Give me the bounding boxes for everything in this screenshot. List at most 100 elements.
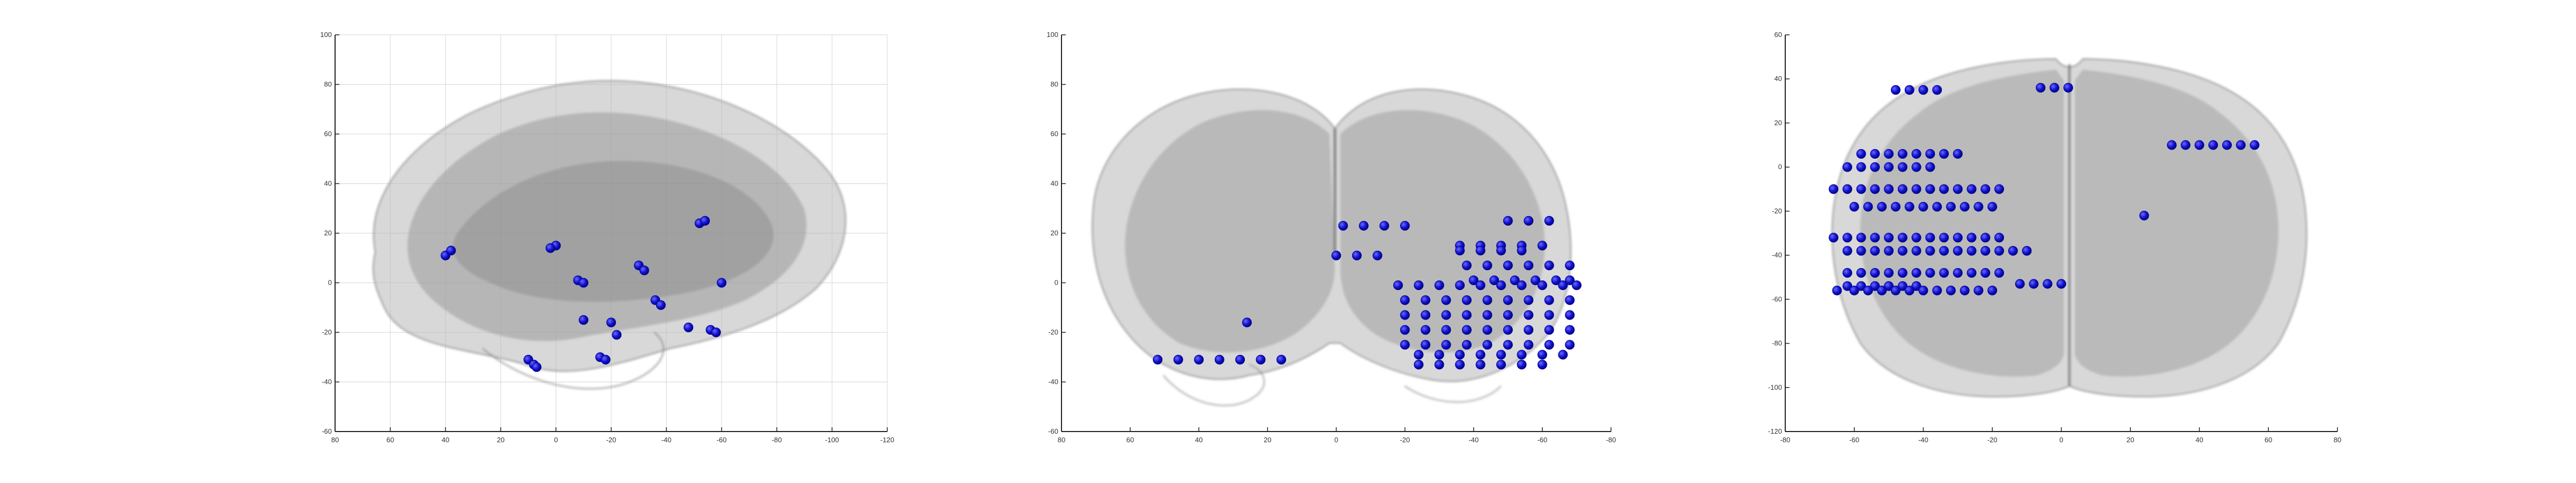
electrode-point [1959, 285, 1970, 295]
electrode-point [1421, 310, 1431, 320]
electrode-point [1946, 202, 1956, 212]
electrode-point [1441, 295, 1451, 305]
x-tick-label: -20 [606, 436, 617, 444]
y-tick-label: -60 [322, 427, 332, 435]
electrode-point [1925, 246, 1935, 256]
electrode-point [1856, 184, 1866, 194]
electrode-point [1461, 261, 1472, 271]
electrode-point [1475, 280, 1486, 291]
y-tick-label: -60 [1772, 295, 1782, 303]
x-tick-label: 60 [387, 436, 394, 444]
electrode-point [1829, 184, 1839, 194]
electrode-point [1461, 310, 1472, 320]
electrode-point [1482, 310, 1493, 320]
electrode-point [1544, 216, 1554, 226]
electrode-point [1849, 202, 1859, 212]
electrode-point [1565, 310, 1575, 320]
coronal-view-panel: 80 60 40 20 0 -20 -40 -60 -80 100 80 60 40 20 0 -20 -40 -… [1046, 31, 1616, 444]
electrode-point [1434, 350, 1444, 360]
x-tick-label: 20 [2127, 436, 2134, 444]
electrode-point [1856, 268, 1866, 278]
x-tick-label: 0 [1334, 436, 1338, 444]
sagittal-view-panel: 80 60 40 20 0 -20 -40 -60 -80 -100 -120 100 80 60 40 20… [320, 31, 894, 444]
y-tick-label: 40 [1051, 180, 1058, 188]
electrode-point [1987, 285, 1998, 295]
electrode-point [1904, 202, 1914, 212]
electrode-point [1966, 184, 1977, 194]
electrode-point [1842, 184, 1852, 194]
electrode-point [1870, 281, 1880, 291]
electrode-point [1194, 354, 1204, 365]
electrode-point [1939, 268, 1949, 278]
electrode-point [1475, 350, 1486, 360]
x-tick-label: -20 [1987, 436, 1998, 444]
electrode-point [1897, 281, 1907, 291]
electrode-point [1946, 285, 1956, 295]
x-tick-label: -40 [1918, 436, 1928, 444]
electrode-point [1959, 202, 1970, 212]
electrode-point [700, 216, 710, 226]
x-tick-label: -60 [1537, 436, 1547, 444]
y-tick-label: 60 [1051, 130, 1058, 138]
x-tick-label: -60 [1849, 436, 1859, 444]
electrode-point [1884, 162, 1894, 172]
y-tick-label: -40 [322, 378, 332, 386]
y-tick-label: 0 [328, 279, 332, 287]
electrode-point [1551, 275, 1561, 285]
electrode-point [1400, 310, 1410, 320]
electrode-point [1400, 325, 1410, 335]
electrode-point [1877, 202, 1887, 212]
electrode-point [1897, 268, 1907, 278]
electrode-point [1932, 285, 1942, 295]
y-tick-label: -100 [1768, 383, 1782, 391]
coronal-axes: 80 60 40 20 0 -20 -40 -60 -80 100 80 60 40 20 0 -20 -40 -… [1046, 31, 1616, 444]
y-tick-label: -80 [1772, 339, 1782, 347]
electrode-point [1496, 360, 1506, 370]
sagittal-electrodes [441, 216, 726, 372]
electrode-point [1980, 233, 1991, 243]
electrode-point [1863, 285, 1873, 295]
electrode-point [1503, 216, 1513, 226]
electrode-point [1510, 275, 1520, 285]
electrode-point [1441, 325, 1451, 335]
electrode-point [1994, 184, 2005, 194]
electrode-point [1870, 246, 1880, 256]
electrode-point [1173, 354, 1183, 365]
electrode-point [1565, 340, 1575, 350]
y-tick-label: -20 [1772, 207, 1782, 215]
x-tick-label: 60 [2265, 436, 2272, 444]
electrode-point [1939, 233, 1949, 243]
electrode-point [531, 362, 541, 372]
electrode-point [1925, 162, 1935, 172]
y-tick-label: 100 [320, 31, 332, 39]
electrode-point [656, 300, 666, 310]
electrode-point [1496, 246, 1506, 256]
electrode-point [1932, 202, 1942, 212]
x-tick-label: 40 [2195, 436, 2203, 444]
electrode-point [1461, 295, 1472, 305]
electrode-point [1256, 354, 1266, 365]
x-tick-label: 80 [1058, 436, 1065, 444]
electrode-point [2015, 279, 2025, 289]
electrode-point [2236, 140, 2246, 150]
electrode-point [1884, 233, 1894, 243]
electrode-point [578, 278, 589, 288]
electrode-point [1482, 340, 1493, 350]
electrode-point [1524, 295, 1534, 305]
electrode-point [1153, 354, 1163, 365]
x-tick-label: -60 [717, 436, 727, 444]
electrode-point [2250, 140, 2260, 150]
electrode-point [1352, 250, 1362, 261]
electrode-point [1884, 268, 1894, 278]
electrode-point [1338, 221, 1348, 231]
electrode-point [1544, 310, 1554, 320]
electrode-point [1455, 350, 1465, 360]
electrode-point [1911, 149, 1921, 159]
x-tick-label: -80 [1606, 436, 1616, 444]
x-tick-label: 0 [2059, 436, 2063, 444]
y-tick-label: 0 [1778, 163, 1782, 171]
electrode-point [1475, 360, 1486, 370]
electrode-point [1842, 281, 1852, 291]
electrode-point [1544, 340, 1554, 350]
electrode-point [1517, 246, 1527, 256]
